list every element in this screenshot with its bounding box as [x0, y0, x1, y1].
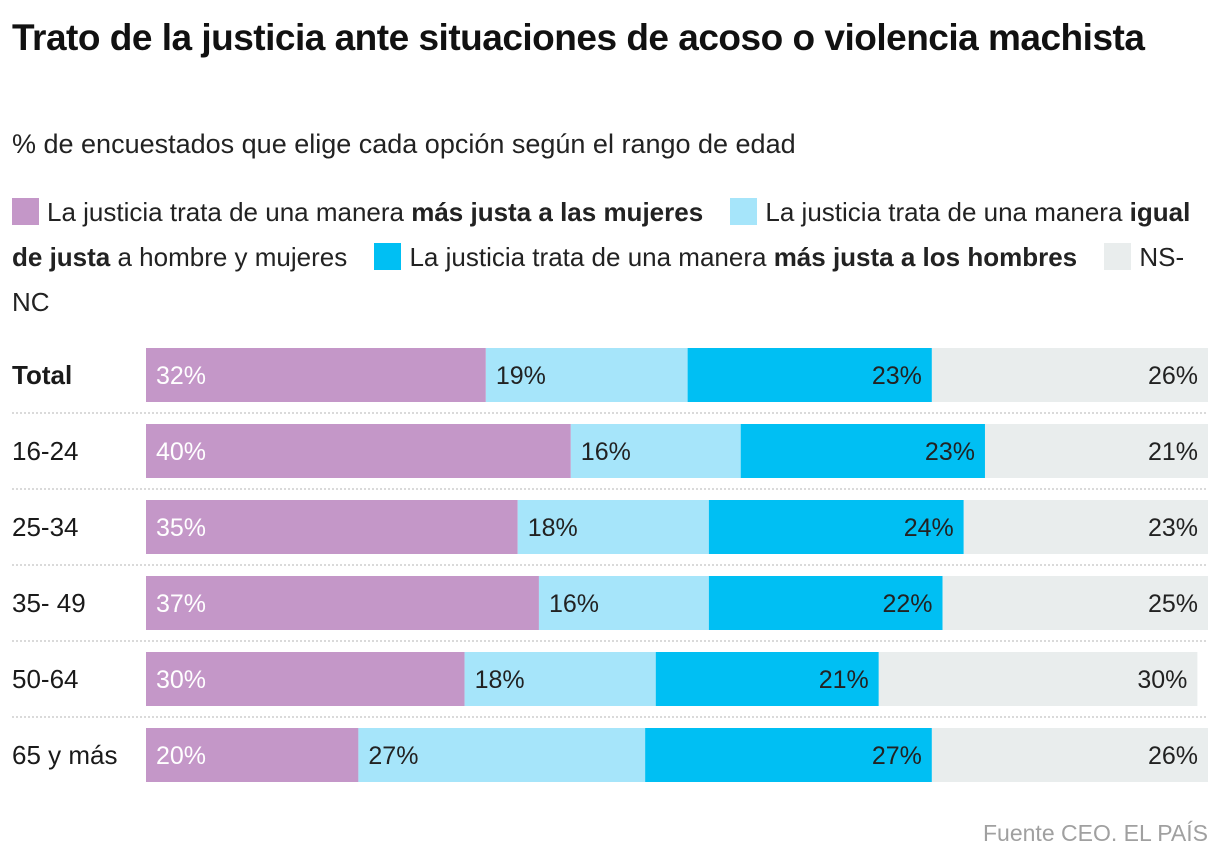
- data-label-equal: 16%: [549, 590, 599, 618]
- data-label-equal: 18%: [475, 666, 525, 694]
- bar-segment-men: [708, 576, 943, 630]
- bar-segment-women: [146, 500, 518, 554]
- legend-label-equal-pre: La justicia trata de una manera: [765, 197, 1130, 227]
- category-label: Total: [12, 360, 72, 390]
- data-label-men: 22%: [882, 590, 932, 618]
- legend-label-nsnc: NS-NC: [12, 242, 1185, 317]
- bar-segment-equal: [517, 500, 709, 554]
- data-label-equal: 27%: [368, 742, 418, 770]
- data-label-nsnc: 21%: [1148, 438, 1198, 466]
- bar-segment-women: [146, 348, 486, 402]
- bar-segment-men: [740, 424, 985, 478]
- bar-segment-men: [655, 652, 879, 706]
- bar-segment-men: [687, 348, 932, 402]
- stacked-bar-chart: Total 32% 19% 23% 26% 16-24 40% 16% 23% 21% 25-34 3…: [12, 348, 1208, 782]
- legend-swatch-men: [374, 243, 402, 270]
- category-label: 50-64: [12, 664, 79, 694]
- bar-segment-women: [146, 424, 571, 478]
- data-label-women: 30%: [156, 666, 206, 694]
- data-label-equal: 18%: [528, 514, 578, 542]
- bar-segment-women: [146, 652, 465, 706]
- bar-segment-nsnc: [963, 500, 1208, 554]
- legend-swatch-women: [12, 198, 39, 225]
- bar-segment-nsnc: [984, 424, 1208, 478]
- data-label-men: 24%: [904, 514, 954, 542]
- legend-item-women: La justicia trata de una manera más just…: [12, 197, 703, 227]
- bar-segment-equal: [570, 424, 741, 478]
- legend-label-equal-bold: igual de justa: [12, 197, 1191, 272]
- data-label-men: 27%: [872, 742, 922, 770]
- legend-item-equal: La justicia trata de una manera igual de…: [12, 197, 1190, 272]
- bar-segment-nsnc: [931, 728, 1208, 782]
- legend-label-women-pre: La justicia trata de una manera: [47, 197, 412, 227]
- data-label-equal: 19%: [496, 362, 546, 390]
- data-label-equal: 16%: [581, 438, 631, 466]
- category-label: 25-34: [12, 512, 79, 542]
- data-label-nsnc: 23%: [1148, 514, 1198, 542]
- bar-segment-women: [146, 728, 359, 782]
- data-label-women: 40%: [156, 438, 206, 466]
- data-label-nsnc: 26%: [1148, 742, 1198, 770]
- chart-subtitle: % de encuestados que elige cada opción s…: [12, 129, 796, 159]
- data-label-women: 32%: [156, 362, 206, 390]
- bar-segment-equal: [485, 348, 688, 402]
- bar-segment-equal: [538, 576, 709, 630]
- data-label-women: 37%: [156, 590, 206, 618]
- legend-label-men-bold: más justa a los hombres: [773, 242, 1078, 272]
- bar-segment-nsnc: [931, 348, 1208, 402]
- chart-title: Trato de la justicia ante situaciones de…: [12, 17, 1145, 58]
- category-label: 35- 49: [12, 588, 86, 618]
- bar-segment-men: [645, 728, 932, 782]
- bar-segment-equal: [358, 728, 646, 782]
- bar-segment-nsnc: [942, 576, 1208, 630]
- legend-item-men: La justicia trata de una manera más just…: [374, 242, 1077, 272]
- legend-label-women-bold: más justa a las mujeres: [411, 197, 704, 227]
- legend-item-nsnc: NS-NC: [12, 242, 1184, 317]
- data-label-women: 20%: [156, 742, 206, 770]
- bar-segment-nsnc: [878, 652, 1198, 706]
- legend-label-equal-post: a hombre y mujeres: [110, 242, 348, 272]
- bar-segment-women: [146, 576, 539, 630]
- legend-swatch-equal: [730, 198, 758, 225]
- data-label-nsnc: 25%: [1148, 590, 1198, 618]
- bar-segment-equal: [464, 652, 656, 706]
- category-label: 65 y más: [12, 740, 118, 770]
- legend-label-men-pre: La justicia trata de una manera: [409, 242, 774, 272]
- data-label-men: 21%: [819, 666, 869, 694]
- bar-segment-men: [708, 500, 964, 554]
- source-credit: Fuente CEO. EL PAÍS: [983, 820, 1208, 846]
- data-label-nsnc: 26%: [1148, 362, 1198, 390]
- data-label-women: 35%: [156, 514, 206, 542]
- data-label-men: 23%: [925, 438, 975, 466]
- legend-swatch-nsnc: [1104, 243, 1132, 270]
- category-label: 16-24: [12, 436, 79, 466]
- data-label-men: 23%: [872, 362, 922, 390]
- legend: La justicia trata de una manera más just…: [12, 190, 1208, 325]
- data-label-nsnc: 30%: [1137, 666, 1187, 694]
